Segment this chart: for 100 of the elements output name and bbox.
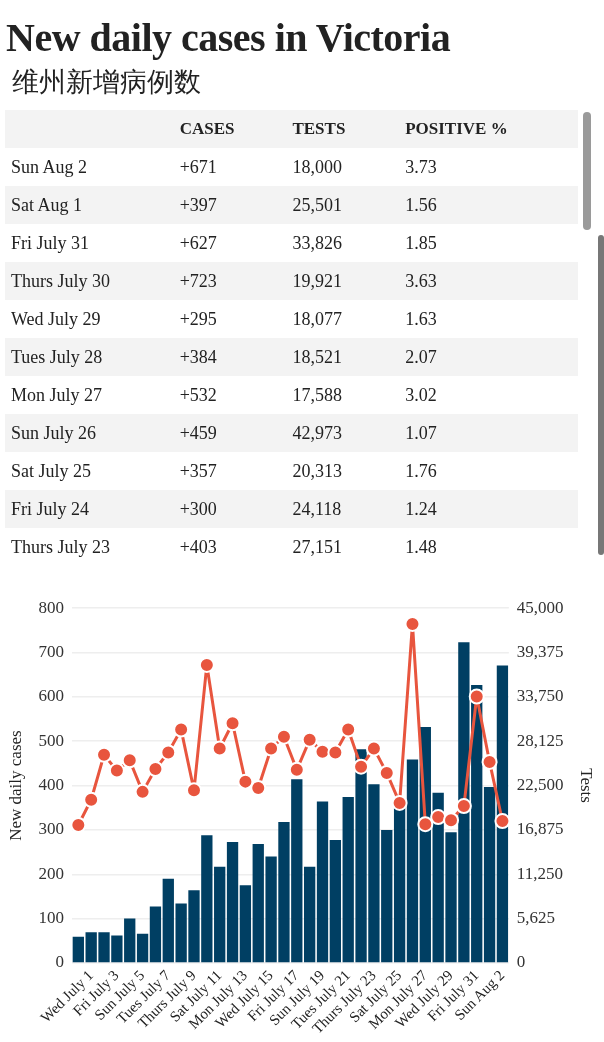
point xyxy=(275,728,292,745)
category-label: Thurs July 23 xyxy=(10,535,111,559)
point xyxy=(237,773,254,790)
y-tick-label: 300 xyxy=(38,819,64,839)
point xyxy=(365,740,382,757)
data-label: 2.07 xyxy=(404,345,438,369)
y-axis-title: New daily cases xyxy=(5,730,25,841)
point xyxy=(327,744,344,761)
point xyxy=(494,813,511,830)
point xyxy=(378,764,395,781)
data-label: +357 xyxy=(178,459,218,483)
y-tick-label: 800 xyxy=(38,597,64,617)
point xyxy=(83,791,100,808)
text: New daily cases in Victoria xyxy=(6,14,451,61)
point xyxy=(443,812,460,829)
bar xyxy=(136,933,149,963)
point xyxy=(70,816,87,833)
data-label: 18,521 xyxy=(291,345,343,369)
data-label: +671 xyxy=(178,155,218,179)
bar xyxy=(406,759,419,963)
data-label: 19,921 xyxy=(291,269,343,293)
category-label: Thurs July 30 xyxy=(10,269,111,293)
category-label: Wed July 29 xyxy=(10,307,102,331)
y2-tick-label: 16,875 xyxy=(516,819,564,839)
y2-tick-label: 22,500 xyxy=(516,775,564,795)
category-label: Fri July 31 xyxy=(10,231,90,255)
data-label: 42,973 xyxy=(291,421,343,445)
category-label: Sat Aug 1 xyxy=(10,193,83,217)
data-label: 27,151 xyxy=(291,535,343,559)
point xyxy=(173,721,190,738)
data-label: 25,501 xyxy=(291,193,343,217)
y2-axis-title: Tests xyxy=(577,768,597,803)
y2-tick-label: 39,375 xyxy=(516,642,564,662)
data-label: +459 xyxy=(178,421,218,445)
data-label: 18,000 xyxy=(291,155,343,179)
point xyxy=(481,753,498,770)
data-label: 24,118 xyxy=(291,497,343,521)
data-label: 33,826 xyxy=(291,231,343,255)
data-label: +300 xyxy=(178,497,218,521)
data-label: 1.76 xyxy=(404,459,438,483)
point xyxy=(301,731,318,748)
y-tick-label: 700 xyxy=(38,642,64,662)
point xyxy=(391,794,408,811)
point xyxy=(288,761,305,778)
y-tick-label: 600 xyxy=(38,686,64,706)
category-label: Sun July 26 xyxy=(10,421,98,445)
bar xyxy=(304,866,316,963)
point xyxy=(108,762,125,779)
point xyxy=(263,740,280,757)
point xyxy=(147,761,164,778)
bar xyxy=(214,866,226,963)
y-tick-label: 200 xyxy=(38,863,64,883)
data-label: 1.48 xyxy=(404,535,438,559)
y2-tick-label: 5,625 xyxy=(516,908,556,928)
y-tick-label: 100 xyxy=(38,908,64,928)
data-label: +384 xyxy=(178,345,218,369)
data-label: 3.63 xyxy=(404,269,438,293)
point xyxy=(211,740,228,757)
y-tick-label: 500 xyxy=(38,730,64,750)
data-label: 1.24 xyxy=(404,497,438,521)
y2-tick-label: 45,000 xyxy=(516,597,564,617)
y-tick-label: 0 xyxy=(55,952,64,972)
text: 维州新增病例数 xyxy=(12,65,201,99)
data-label: 18,077 xyxy=(291,307,343,331)
data-label: 1.85 xyxy=(404,231,438,255)
data-label: 1.63 xyxy=(404,307,438,331)
bar xyxy=(149,906,162,963)
data-label: +532 xyxy=(178,383,218,407)
bar xyxy=(72,936,84,963)
bar xyxy=(483,786,496,963)
data-label: 1.56 xyxy=(404,193,438,217)
point xyxy=(468,688,485,705)
bar xyxy=(329,840,342,963)
y2-tick-label: 33,750 xyxy=(516,686,564,706)
data-label: +723 xyxy=(178,269,218,293)
data-label: 3.73 xyxy=(404,155,438,179)
bar xyxy=(316,801,329,963)
y2-tick-label: 0 xyxy=(516,952,526,972)
category-label: Sat July 25 xyxy=(10,459,92,483)
y-tick-label: 400 xyxy=(38,775,64,795)
y2-tick-label: 28,125 xyxy=(516,730,564,750)
data-label: +397 xyxy=(178,193,218,217)
bar xyxy=(496,665,509,963)
point xyxy=(121,752,138,769)
bar xyxy=(239,885,252,963)
point xyxy=(455,798,472,815)
point xyxy=(340,721,357,738)
point xyxy=(250,779,267,796)
category-label: Sun Aug 2 xyxy=(10,155,89,179)
category-label: Fri July 24 xyxy=(10,497,90,521)
point xyxy=(185,782,202,799)
data-label: 3.02 xyxy=(404,383,438,407)
data-label: +627 xyxy=(178,231,218,255)
data-label: +295 xyxy=(178,307,218,331)
data-label: 1.07 xyxy=(404,421,438,445)
point xyxy=(224,715,241,732)
data-label: 20,313 xyxy=(291,459,343,483)
category-label: Tues July 28 xyxy=(10,345,104,369)
point xyxy=(134,783,151,800)
bar xyxy=(226,841,239,963)
